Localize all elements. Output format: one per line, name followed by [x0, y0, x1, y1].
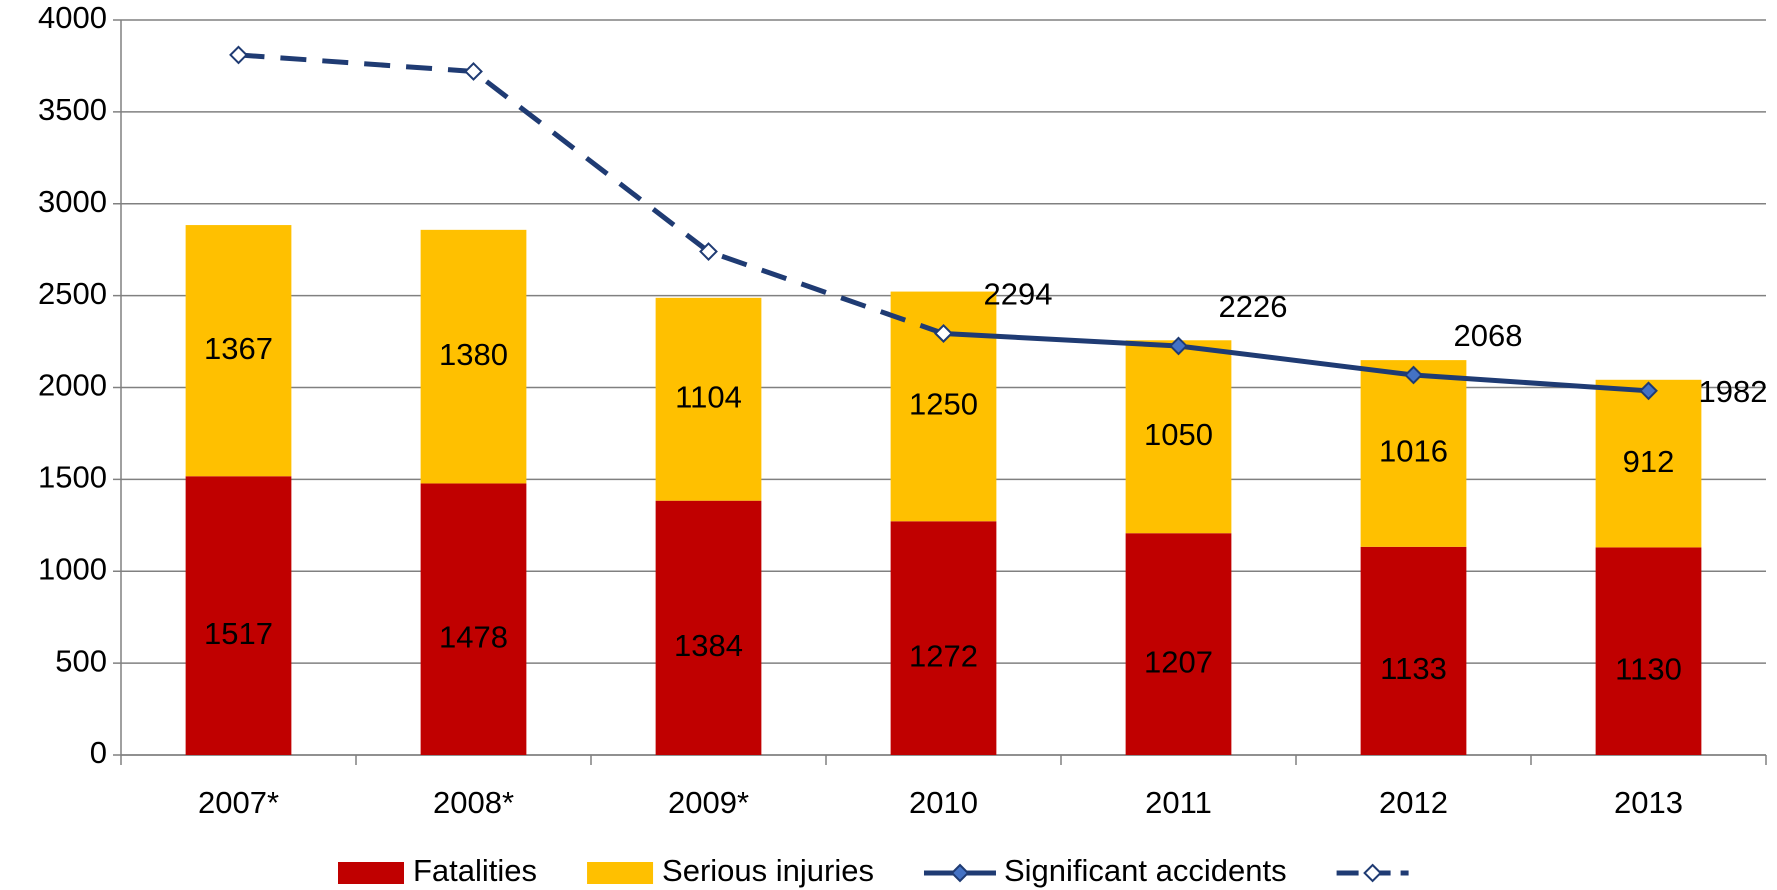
line-marker: [1169, 336, 1188, 356]
x-tick-label: 2010: [909, 785, 978, 820]
line: [943, 330, 1649, 394]
bar: [420, 229, 527, 484]
y-tick-label: 2500: [38, 276, 107, 311]
line-marker: [934, 324, 953, 343]
y-tick-label: 0: [90, 735, 107, 770]
line-label: 2294: [984, 277, 1053, 312]
bar-label: 1517: [204, 616, 273, 651]
x-tick-label: 2008*: [433, 785, 514, 820]
bar: [1125, 533, 1232, 755]
line-label: 2068: [1454, 318, 1523, 353]
line-marker: [464, 62, 483, 81]
x-tick-label: 2011: [1145, 785, 1212, 820]
bar: [420, 483, 527, 755]
bar-label: 1133: [1380, 651, 1447, 686]
bar: [655, 500, 762, 755]
line: [238, 52, 945, 336]
x-tick-label: 2012: [1379, 785, 1448, 820]
y-tick-label: 2000: [38, 368, 107, 403]
bar-label: 1384: [674, 628, 743, 663]
legend-label: Significant accidents: [1004, 853, 1287, 888]
legend-marker: [950, 863, 970, 883]
bar-label: 1478: [439, 619, 508, 654]
x-tick-label: 2007*: [198, 785, 279, 820]
bar-label: 1130: [1615, 651, 1682, 686]
bar-label: 1367: [204, 331, 273, 366]
line-label: 1982: [1699, 374, 1768, 409]
x-tick-label: 2013: [1614, 785, 1683, 820]
bar-label: 1016: [1379, 434, 1448, 469]
line-marker: [1404, 365, 1423, 385]
x-tick-label: 2009*: [668, 785, 749, 820]
legend-label: Serious injuries: [662, 853, 874, 888]
y-tick-label: 500: [55, 643, 107, 678]
bar: [1125, 340, 1232, 534]
bar-label: 1272: [909, 638, 978, 673]
line-marker: [1639, 381, 1658, 401]
bar-label: 1380: [439, 337, 508, 372]
y-tick-label: 4000: [38, 0, 107, 35]
line-marker: [229, 45, 248, 65]
bar: [1595, 379, 1702, 548]
y-tick-label: 1500: [38, 460, 107, 495]
bar: [1595, 547, 1702, 755]
bar: [890, 521, 997, 755]
line-marker: [699, 242, 718, 261]
bar: [185, 476, 292, 755]
y-tick-label: 3000: [38, 184, 107, 219]
bar-label: 912: [1623, 444, 1675, 479]
bar-label: 1050: [1144, 417, 1213, 452]
legend-swatch: [338, 862, 404, 884]
bar-label: 1250: [909, 387, 978, 422]
bar: [1360, 546, 1467, 755]
legend-swatch: [587, 862, 654, 884]
legend-marker: [1363, 863, 1383, 883]
bar: [185, 225, 292, 477]
bar: [655, 297, 762, 501]
bar-label: 1207: [1144, 644, 1213, 679]
bar-label: 1104: [675, 379, 742, 414]
line-label: 2226: [1219, 289, 1288, 324]
bar: [1360, 360, 1467, 547]
y-tick-label: 3500: [38, 92, 107, 127]
legend-label: Fatalities: [413, 853, 537, 888]
y-tick-label: 1000: [38, 551, 107, 586]
